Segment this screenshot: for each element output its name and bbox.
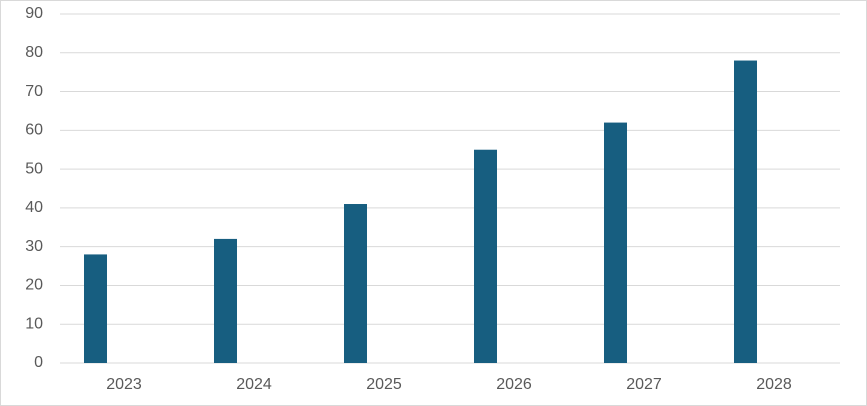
y-tick-label: 20 xyxy=(25,277,43,294)
y-tick-label: 40 xyxy=(25,199,43,216)
y-tick-label: 0 xyxy=(34,354,43,371)
y-tick-label: 60 xyxy=(25,122,43,139)
x-tick-label: 2025 xyxy=(366,376,402,393)
x-tick-label: 2023 xyxy=(106,376,142,393)
bar xyxy=(84,254,107,363)
x-tick-label: 2027 xyxy=(626,376,662,393)
y-tick-label: 10 xyxy=(25,315,43,332)
y-tick-label: 50 xyxy=(25,160,43,177)
bar xyxy=(344,204,367,363)
y-tick-label: 70 xyxy=(25,83,43,100)
bar xyxy=(214,238,237,363)
bar xyxy=(474,149,497,363)
x-tick-label: 2026 xyxy=(496,376,532,393)
y-tick-label: 80 xyxy=(25,44,43,61)
x-tick-label: 2028 xyxy=(756,376,792,393)
bar xyxy=(604,122,627,363)
y-tick-label: 90 xyxy=(25,5,43,22)
y-tick-label: 30 xyxy=(25,238,43,255)
x-tick-label: 2024 xyxy=(236,376,272,393)
bar xyxy=(734,60,757,364)
